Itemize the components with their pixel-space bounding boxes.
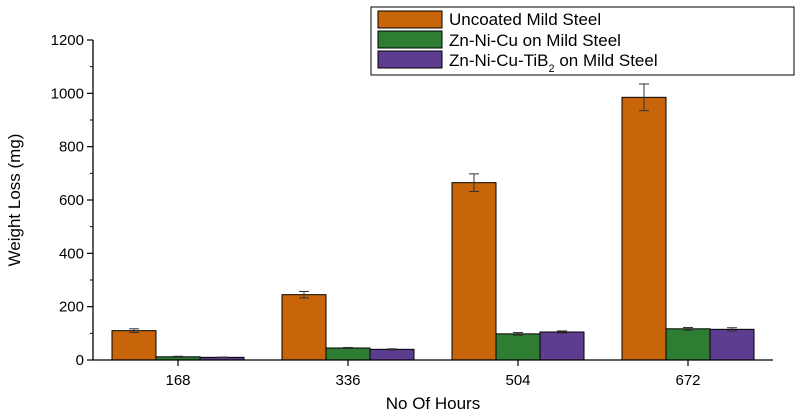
bar-336-series-1 xyxy=(325,347,371,361)
x-tick-label-504: 504 xyxy=(505,372,530,389)
bar-672-series-2 xyxy=(709,328,755,361)
y-tick-label-400: 400 xyxy=(59,245,84,262)
x-ticks: 168 336 504 672 xyxy=(165,360,701,389)
legend-label-znnicu: Zn-Ni-Cu on Mild Steel xyxy=(449,31,621,50)
bar-504-series-2 xyxy=(539,331,585,361)
x-tick-label-168: 168 xyxy=(165,372,190,389)
axes-layer xyxy=(92,40,773,361)
y-tick-label-200: 200 xyxy=(59,299,84,316)
y-tick-label-1200: 1200 xyxy=(51,32,84,49)
bar-336-series-2 xyxy=(369,348,415,361)
bar-168-series-0 xyxy=(111,330,157,361)
legend-swatch-uncoated xyxy=(377,10,443,29)
legend: Uncoated Mild Steel Zn-Ni-Cu on Mild Ste… xyxy=(370,6,795,76)
legend-label-znnicutib2: Zn-Ni-Cu-TiB2 on Mild Steel xyxy=(449,51,658,75)
legend-label-uncoated: Uncoated Mild Steel xyxy=(449,10,601,29)
bar-504-series-1 xyxy=(495,333,541,361)
y-tick-label-0: 0 xyxy=(76,352,84,369)
bars-layer xyxy=(111,83,755,361)
legend-swatch-znnicutib2 xyxy=(377,50,443,69)
bar-672-series-1 xyxy=(665,328,711,361)
y-ticks: 0 200 400 600 800 1000 1200 xyxy=(51,32,93,369)
y-tick-label-600: 600 xyxy=(59,192,84,209)
legend-swatch-znnicu xyxy=(377,30,443,49)
y-tick-label-1000: 1000 xyxy=(51,85,84,102)
bar-504-series-0 xyxy=(451,182,497,361)
y-tick-label-800: 800 xyxy=(59,139,84,156)
x-tick-label-672: 672 xyxy=(675,372,700,389)
bar-336-series-0 xyxy=(281,294,327,361)
x-tick-label-336: 336 xyxy=(335,372,360,389)
x-axis-title: No Of Hours xyxy=(386,394,480,413)
bar-672-series-0 xyxy=(621,96,667,361)
y-axis-title: Weight Loss (mg) xyxy=(5,134,24,267)
